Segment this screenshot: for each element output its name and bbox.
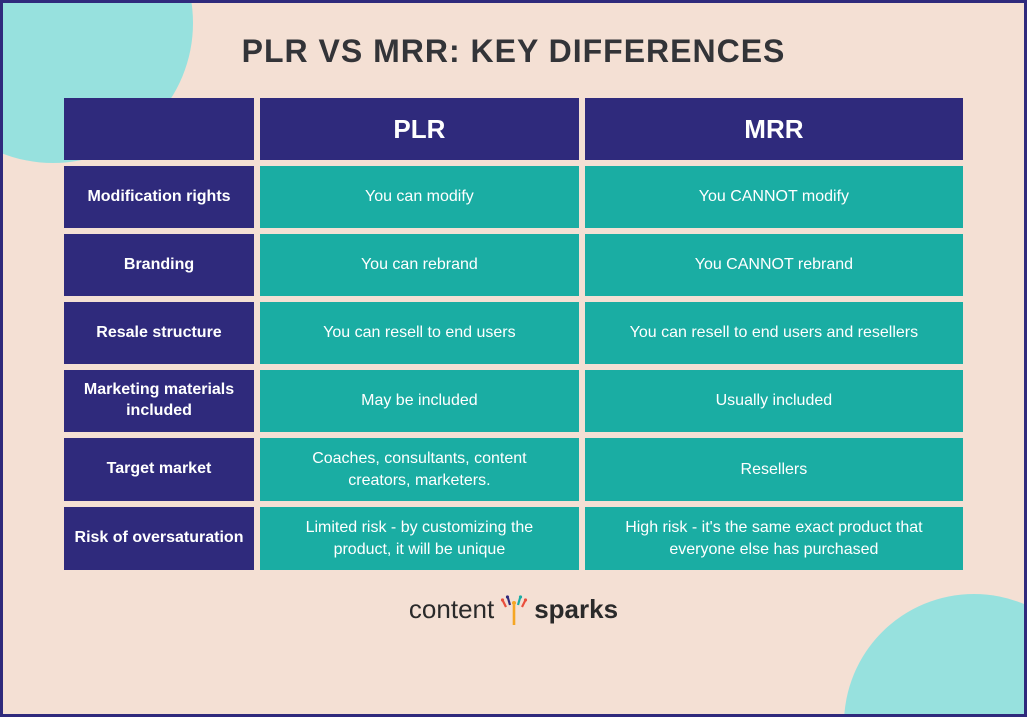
cell-plr: Limited risk - by customizing the produc… (260, 507, 579, 570)
row-label: Branding (64, 234, 254, 296)
logo-text-sparks: sparks (534, 594, 618, 625)
brand-logo: content sparks (409, 594, 618, 625)
content-area: PLR VS MRR: KEY DIFFERENCES PLR MRR Modi… (3, 3, 1024, 645)
row-label: Risk of oversaturation (64, 507, 254, 570)
comparison-table: PLR MRR Modification rights You can modi… (58, 92, 969, 576)
cell-mrr: Resellers (585, 438, 963, 501)
footer: content sparks (58, 594, 969, 625)
cell-mrr: High risk - it's the same exact product … (585, 507, 963, 570)
table-row: Marketing materials included May be incl… (64, 370, 963, 432)
table-row: Resale structure You can resell to end u… (64, 302, 963, 364)
logo-text-content: content (409, 594, 494, 625)
cell-mrr: You CANNOT modify (585, 166, 963, 228)
row-label: Target market (64, 438, 254, 501)
cell-mrr: Usually included (585, 370, 963, 432)
cell-plr: May be included (260, 370, 579, 432)
table-header-row: PLR MRR (64, 98, 963, 160)
page-title: PLR VS MRR: KEY DIFFERENCES (58, 33, 969, 70)
cell-plr: You can modify (260, 166, 579, 228)
header-plr: PLR (260, 98, 579, 160)
row-label: Marketing materials included (64, 370, 254, 432)
table-row: Branding You can rebrand You CANNOT rebr… (64, 234, 963, 296)
cell-mrr: You CANNOT rebrand (585, 234, 963, 296)
cell-plr: Coaches, consultants, content creators, … (260, 438, 579, 501)
spark-icon (500, 595, 528, 625)
infographic-frame: PLR VS MRR: KEY DIFFERENCES PLR MRR Modi… (0, 0, 1027, 717)
table-row: Modification rights You can modify You C… (64, 166, 963, 228)
row-label: Modification rights (64, 166, 254, 228)
cell-plr: You can resell to end users (260, 302, 579, 364)
header-empty (64, 98, 254, 160)
cell-mrr: You can resell to end users and reseller… (585, 302, 963, 364)
header-mrr: MRR (585, 98, 963, 160)
cell-plr: You can rebrand (260, 234, 579, 296)
table-row: Target market Coaches, consultants, cont… (64, 438, 963, 501)
row-label: Resale structure (64, 302, 254, 364)
table-row: Risk of oversaturation Limited risk - by… (64, 507, 963, 570)
